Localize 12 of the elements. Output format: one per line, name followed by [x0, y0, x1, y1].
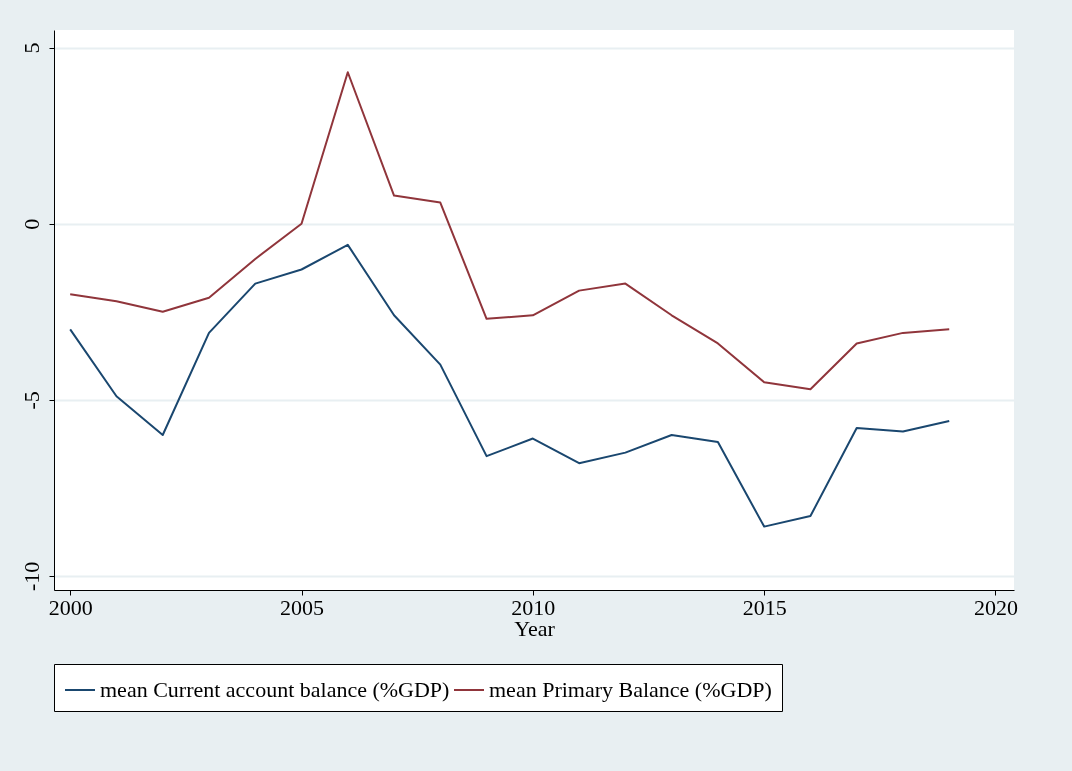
legend-label: mean Current account balance (%GDP): [100, 677, 450, 702]
y-tick-label: -10: [18, 561, 44, 592]
legend-label: mean Primary Balance (%GDP): [489, 677, 772, 702]
line-series: [69, 71, 951, 391]
y-tick-label: 0: [18, 218, 44, 230]
line-series: [69, 243, 951, 528]
y-tick-label: 5: [18, 42, 44, 54]
x-tick-label: 2000: [48, 594, 93, 620]
y-tick-label: -5: [18, 391, 44, 410]
x-tick-label: 2020: [973, 594, 1018, 620]
x-tick-label: 2015: [742, 594, 787, 620]
x-tick-label: 2005: [280, 594, 325, 620]
